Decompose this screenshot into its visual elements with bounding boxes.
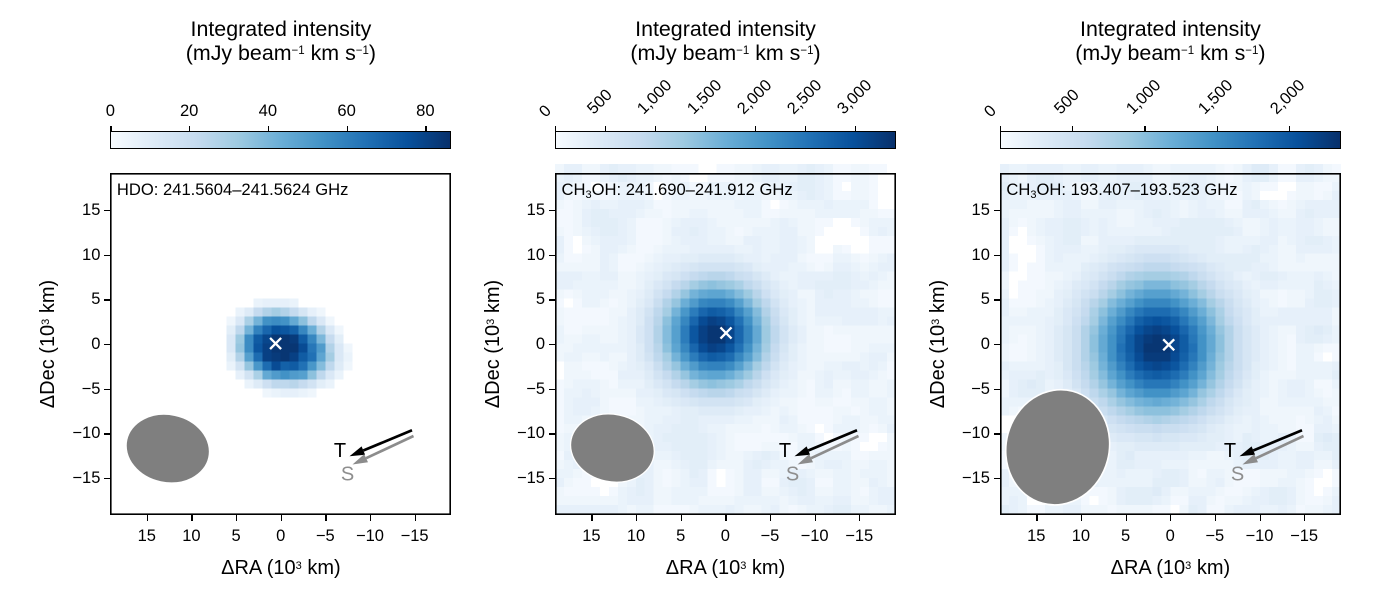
svg-text:T: T: [779, 440, 791, 462]
svg-text:S: S: [786, 463, 799, 485]
svg-text:S: S: [1231, 463, 1244, 485]
svg-text:T: T: [334, 440, 346, 462]
svg-text:T: T: [1224, 440, 1236, 462]
svg-text:S: S: [341, 463, 354, 485]
